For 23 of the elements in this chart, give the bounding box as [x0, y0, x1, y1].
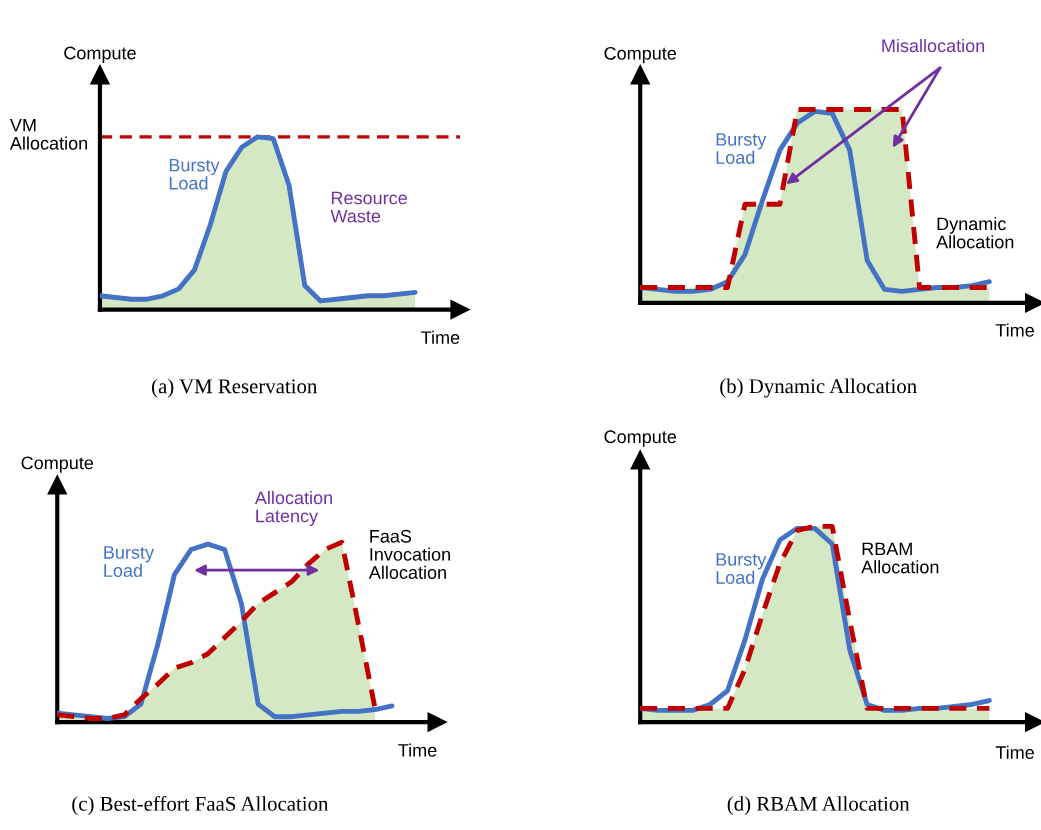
- ref-line-label: VM Allocation: [9, 118, 88, 150]
- series-label: Bursty Load: [716, 553, 767, 584]
- text: Misallocation: [882, 38, 985, 53]
- y-axis-title: Compute: [604, 46, 677, 64]
- y-axis-title: Compute: [21, 456, 94, 473]
- x-axis-title: Time: [995, 323, 1034, 337]
- annotation: Resource Waste: [330, 191, 407, 223]
- y-axis-title: Compute: [64, 46, 136, 63]
- text: Allocation Latency: [254, 490, 332, 526]
- series-label: FaaS Invocation Allocation: [368, 529, 450, 579]
- y-axis-title: Compute: [604, 430, 677, 447]
- text: (a) VM Reservation: [152, 378, 318, 398]
- series-label: RBAM Allocation: [861, 542, 939, 574]
- series-label: Bursty Load: [104, 546, 154, 577]
- x-axis-title: Time: [421, 330, 460, 344]
- x-axis-title: Time: [995, 745, 1034, 759]
- series-label: Bursty Load: [169, 158, 220, 190]
- series-label: Dynamic Allocation: [936, 216, 1014, 249]
- series-label: Bursty Load: [716, 133, 767, 164]
- text: (d) RBAM Allocation: [727, 796, 910, 816]
- x-axis-title: Time: [398, 743, 437, 757]
- text: (b) Dynamic Allocation: [720, 378, 917, 398]
- text: (c) Best-effort FaaS Allocation: [72, 795, 329, 816]
